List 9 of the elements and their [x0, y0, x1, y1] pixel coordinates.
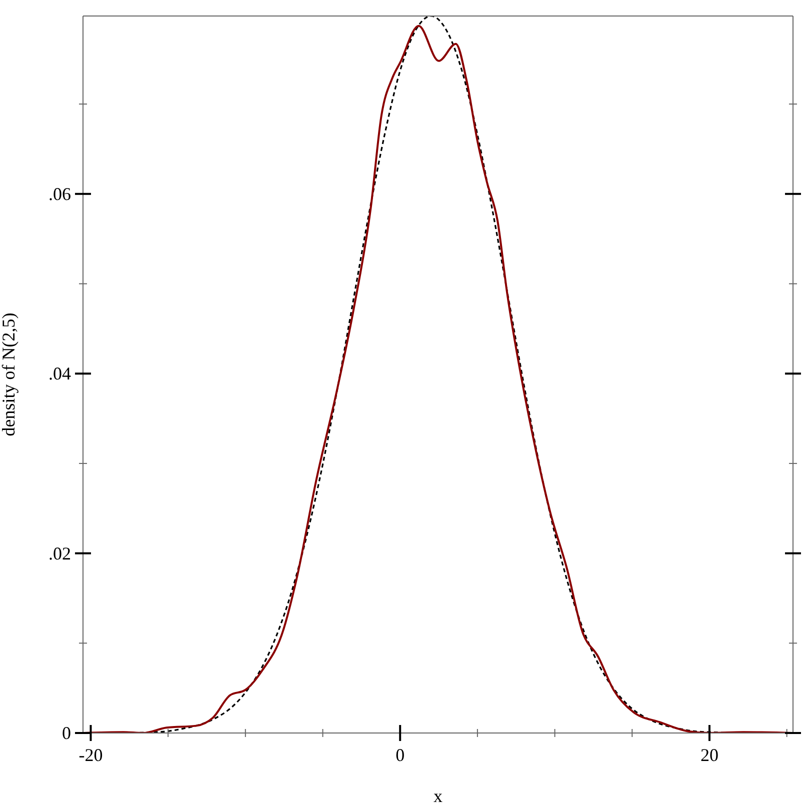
x-axis-title: x [434, 786, 442, 806]
y-tick-label: .06 [48, 184, 71, 204]
y-axis-title: density of N(2,5) [0, 312, 18, 436]
y-tick-label: .02 [48, 543, 71, 564]
x-tick-label: -20 [78, 745, 103, 765]
x-tick-label: 20 [700, 745, 718, 765]
y-tick-label: .04 [48, 364, 71, 384]
x-tick-label: 0 [396, 745, 405, 765]
y-tick-label: 0 [62, 723, 71, 743]
